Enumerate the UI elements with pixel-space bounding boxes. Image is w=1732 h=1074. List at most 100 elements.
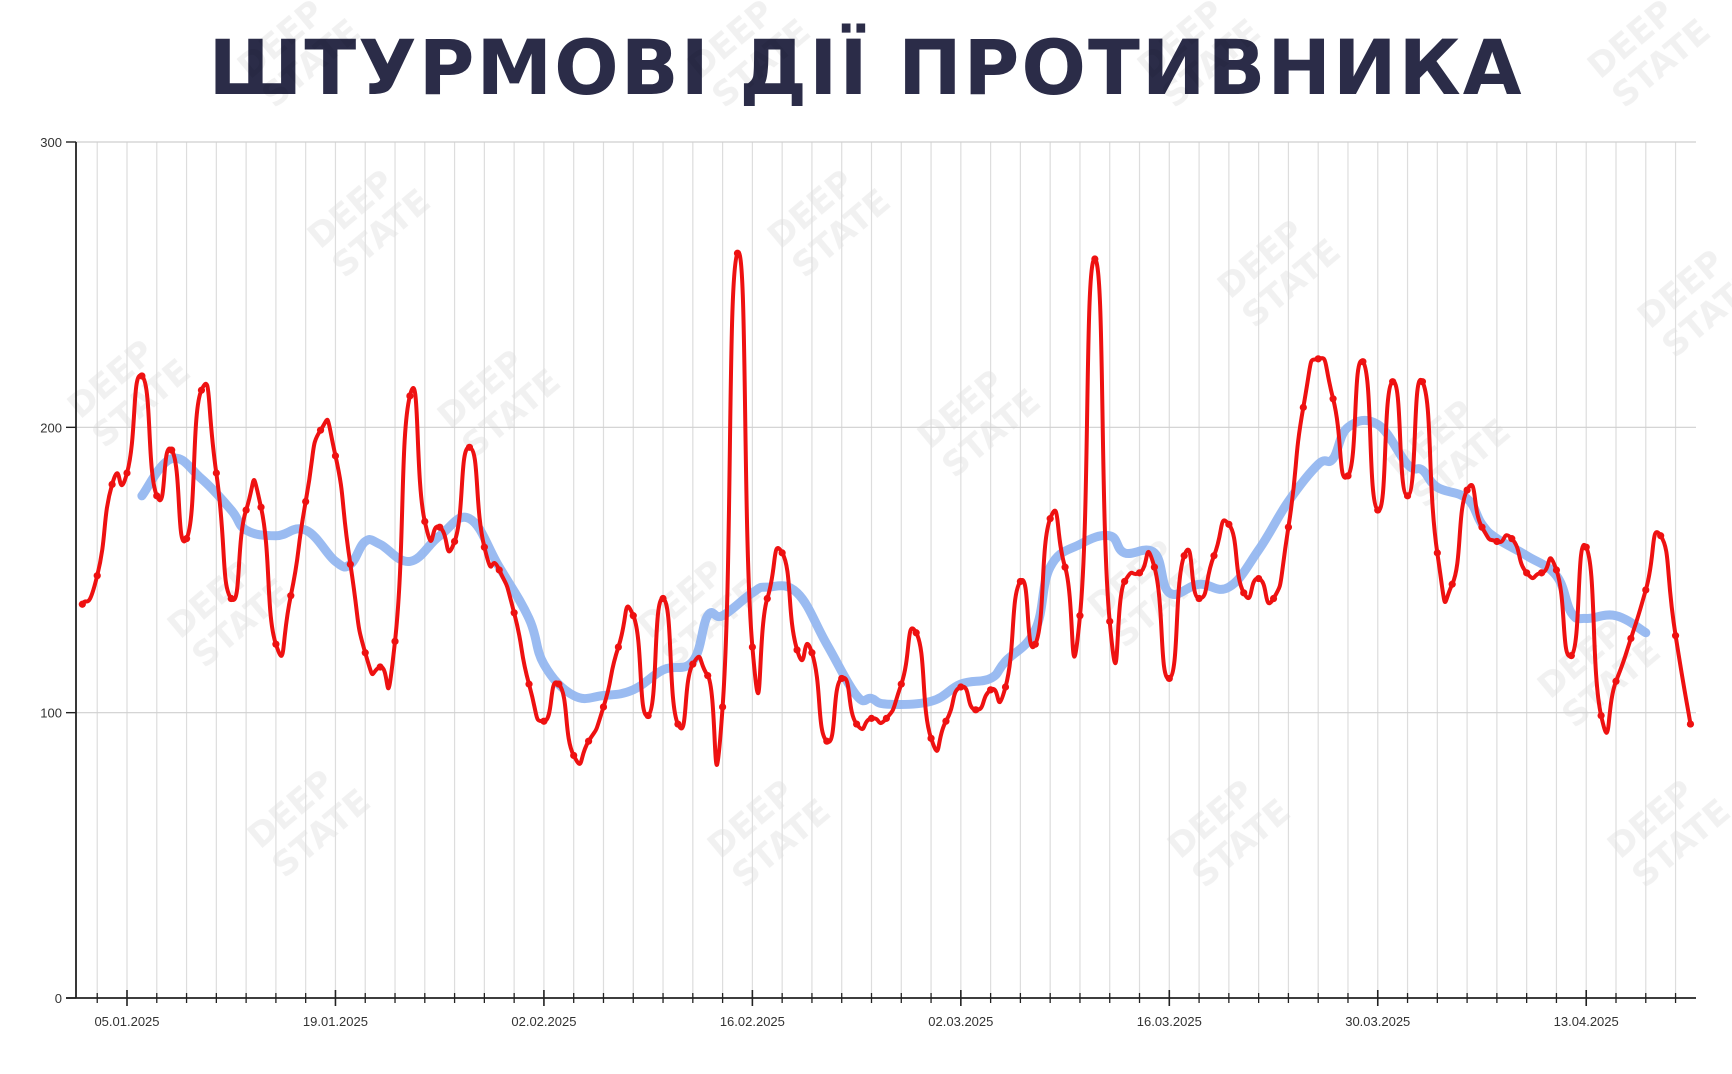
- data-point: [987, 686, 995, 694]
- data-point: [838, 674, 846, 683]
- data-point: [912, 629, 920, 637]
- data-point: [674, 720, 682, 728]
- data-point: [1403, 492, 1412, 500]
- data-point: [495, 566, 503, 574]
- data-point: [1106, 617, 1114, 625]
- x-tick-label: 19.01.2025: [303, 1014, 368, 1029]
- data-point: [689, 660, 697, 668]
- data-point: [1478, 523, 1486, 531]
- data-point: [570, 751, 578, 760]
- data-point: [540, 717, 548, 725]
- data-point: [1329, 395, 1337, 403]
- daily-assaults-line: [80, 250, 1693, 767]
- data-point: [182, 535, 191, 543]
- data-point: [1448, 580, 1456, 588]
- data-point: [227, 594, 235, 603]
- data-point: [867, 714, 876, 722]
- data-point: [242, 506, 250, 514]
- chart-title: ШТУРМОВІ ДІЇ ПРОТИВНИКА: [208, 23, 1524, 112]
- data-point: [1150, 563, 1159, 571]
- data-point: [584, 737, 593, 745]
- data-point: [421, 517, 429, 526]
- data-point: [1418, 378, 1427, 386]
- axes: [66, 142, 1696, 999]
- data-point: [927, 734, 935, 742]
- data-point: [644, 711, 652, 720]
- data-point: [793, 646, 801, 654]
- vertical-gridlines: [96, 142, 1677, 998]
- data-point: [1225, 520, 1233, 528]
- data-point: [153, 492, 161, 500]
- x-tick-label: 13.04.2025: [1554, 1014, 1619, 1029]
- data-point: [1195, 594, 1203, 603]
- data-point: [1284, 523, 1293, 531]
- data-point: [748, 643, 756, 651]
- x-tick-label: 16.02.2025: [720, 1014, 785, 1029]
- x-axis-ticks: 05.01.2025 19.01.2025 02.02.2025 16.02.2025…: [94, 990, 1677, 1029]
- data-point: [465, 443, 474, 451]
- data-point: [1657, 532, 1665, 540]
- data-point: [1582, 543, 1590, 551]
- x-tick-label: 02.03.2025: [928, 1014, 993, 1029]
- data-point: [1061, 563, 1069, 571]
- data-point: [1240, 589, 1248, 597]
- data-point: [436, 523, 444, 531]
- data-point: [168, 446, 176, 454]
- data-point: [957, 683, 965, 691]
- horizontal-gridlines: [76, 141, 1696, 714]
- data-point: [808, 649, 816, 657]
- data-point: [108, 480, 116, 488]
- data-point: [614, 643, 622, 651]
- x-tick-label: 16.03.2025: [1137, 1014, 1202, 1029]
- data-point: [1567, 652, 1575, 660]
- data-point: [1597, 711, 1605, 720]
- data-point: [78, 600, 86, 608]
- data-point: [123, 469, 131, 477]
- data-point: [1374, 506, 1382, 514]
- data-point: [1359, 358, 1367, 366]
- data-point: [1686, 720, 1695, 728]
- data-point: [659, 594, 667, 603]
- x-tick-label: 02.02.2025: [511, 1014, 576, 1029]
- data-point: [853, 720, 861, 728]
- data-point: [138, 372, 146, 380]
- data-point: [391, 637, 399, 645]
- data-point: [316, 426, 325, 434]
- data-point: [1255, 574, 1263, 583]
- data-point: [778, 549, 786, 557]
- data-point: [302, 497, 310, 506]
- data-point: [1165, 674, 1173, 683]
- data-point: [1552, 566, 1561, 574]
- data-point: [1031, 640, 1039, 648]
- y-tick-label: 200: [40, 420, 62, 435]
- data-point: [480, 543, 488, 551]
- data-point: [1537, 569, 1546, 577]
- y-tick-label: 0: [55, 991, 62, 1006]
- data-point: [257, 503, 265, 511]
- data-point: [1642, 586, 1650, 594]
- data-point: [93, 572, 101, 580]
- data-point: [272, 640, 280, 648]
- data-point: [823, 737, 831, 745]
- x-tick-label: 05.01.2025: [94, 1014, 159, 1029]
- data-point: [510, 609, 518, 617]
- data-point: [1210, 552, 1218, 560]
- data-point: [1016, 577, 1024, 586]
- x-tick-label: 30.03.2025: [1345, 1014, 1410, 1029]
- data-point: [763, 594, 771, 603]
- data-point: [1299, 403, 1307, 411]
- data-point: [1046, 515, 1054, 523]
- data-point: [1389, 378, 1397, 386]
- data-point: [197, 386, 206, 394]
- data-point: [212, 469, 220, 477]
- data-point: [733, 249, 742, 257]
- data-point: [1612, 677, 1620, 685]
